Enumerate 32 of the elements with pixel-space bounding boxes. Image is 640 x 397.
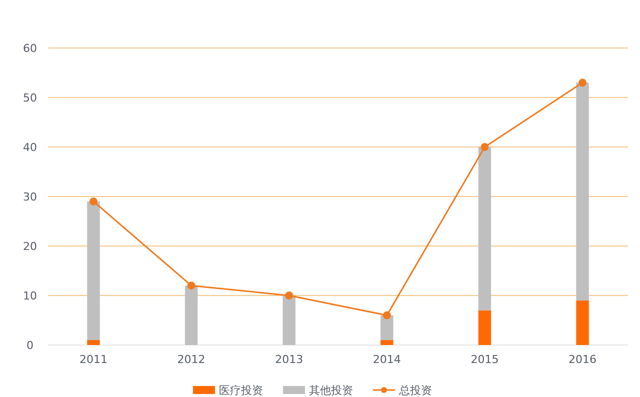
legend-label: 医疗投资: [219, 384, 263, 397]
bar: [184, 286, 198, 345]
y-tick-label: 60: [23, 42, 37, 55]
x-tick-label: 2014: [372, 353, 401, 366]
legend-label: 其他投资: [309, 384, 353, 397]
y-tick-label: 10: [23, 289, 37, 302]
bar: [282, 296, 296, 345]
bar: [478, 147, 492, 310]
bar: [380, 340, 394, 345]
x-tick-label: 2013: [275, 353, 304, 366]
x-tick-label: 2015: [470, 353, 499, 366]
bar: [380, 315, 394, 340]
x-tick-label: 2012: [177, 353, 206, 366]
y-tick-label: 40: [23, 140, 37, 154]
point: [187, 282, 196, 290]
point: [382, 311, 391, 320]
y-tick-label: 50: [23, 91, 37, 104]
y-tick-label: 20: [23, 240, 37, 253]
bar: [478, 310, 492, 345]
x-tick-label: 2011: [79, 353, 108, 366]
legend-label: 总投资: [398, 384, 432, 397]
point: [480, 143, 489, 151]
bar: [87, 340, 100, 345]
bar: [576, 300, 589, 345]
point: [285, 292, 294, 300]
bar: [87, 201, 100, 340]
y-tick-label: 30: [23, 190, 37, 204]
point: [578, 78, 587, 87]
bar: [576, 82, 589, 300]
y-tick-label: 0: [26, 338, 34, 352]
x-tick-label: 2016: [568, 353, 597, 366]
point: [89, 197, 98, 206]
